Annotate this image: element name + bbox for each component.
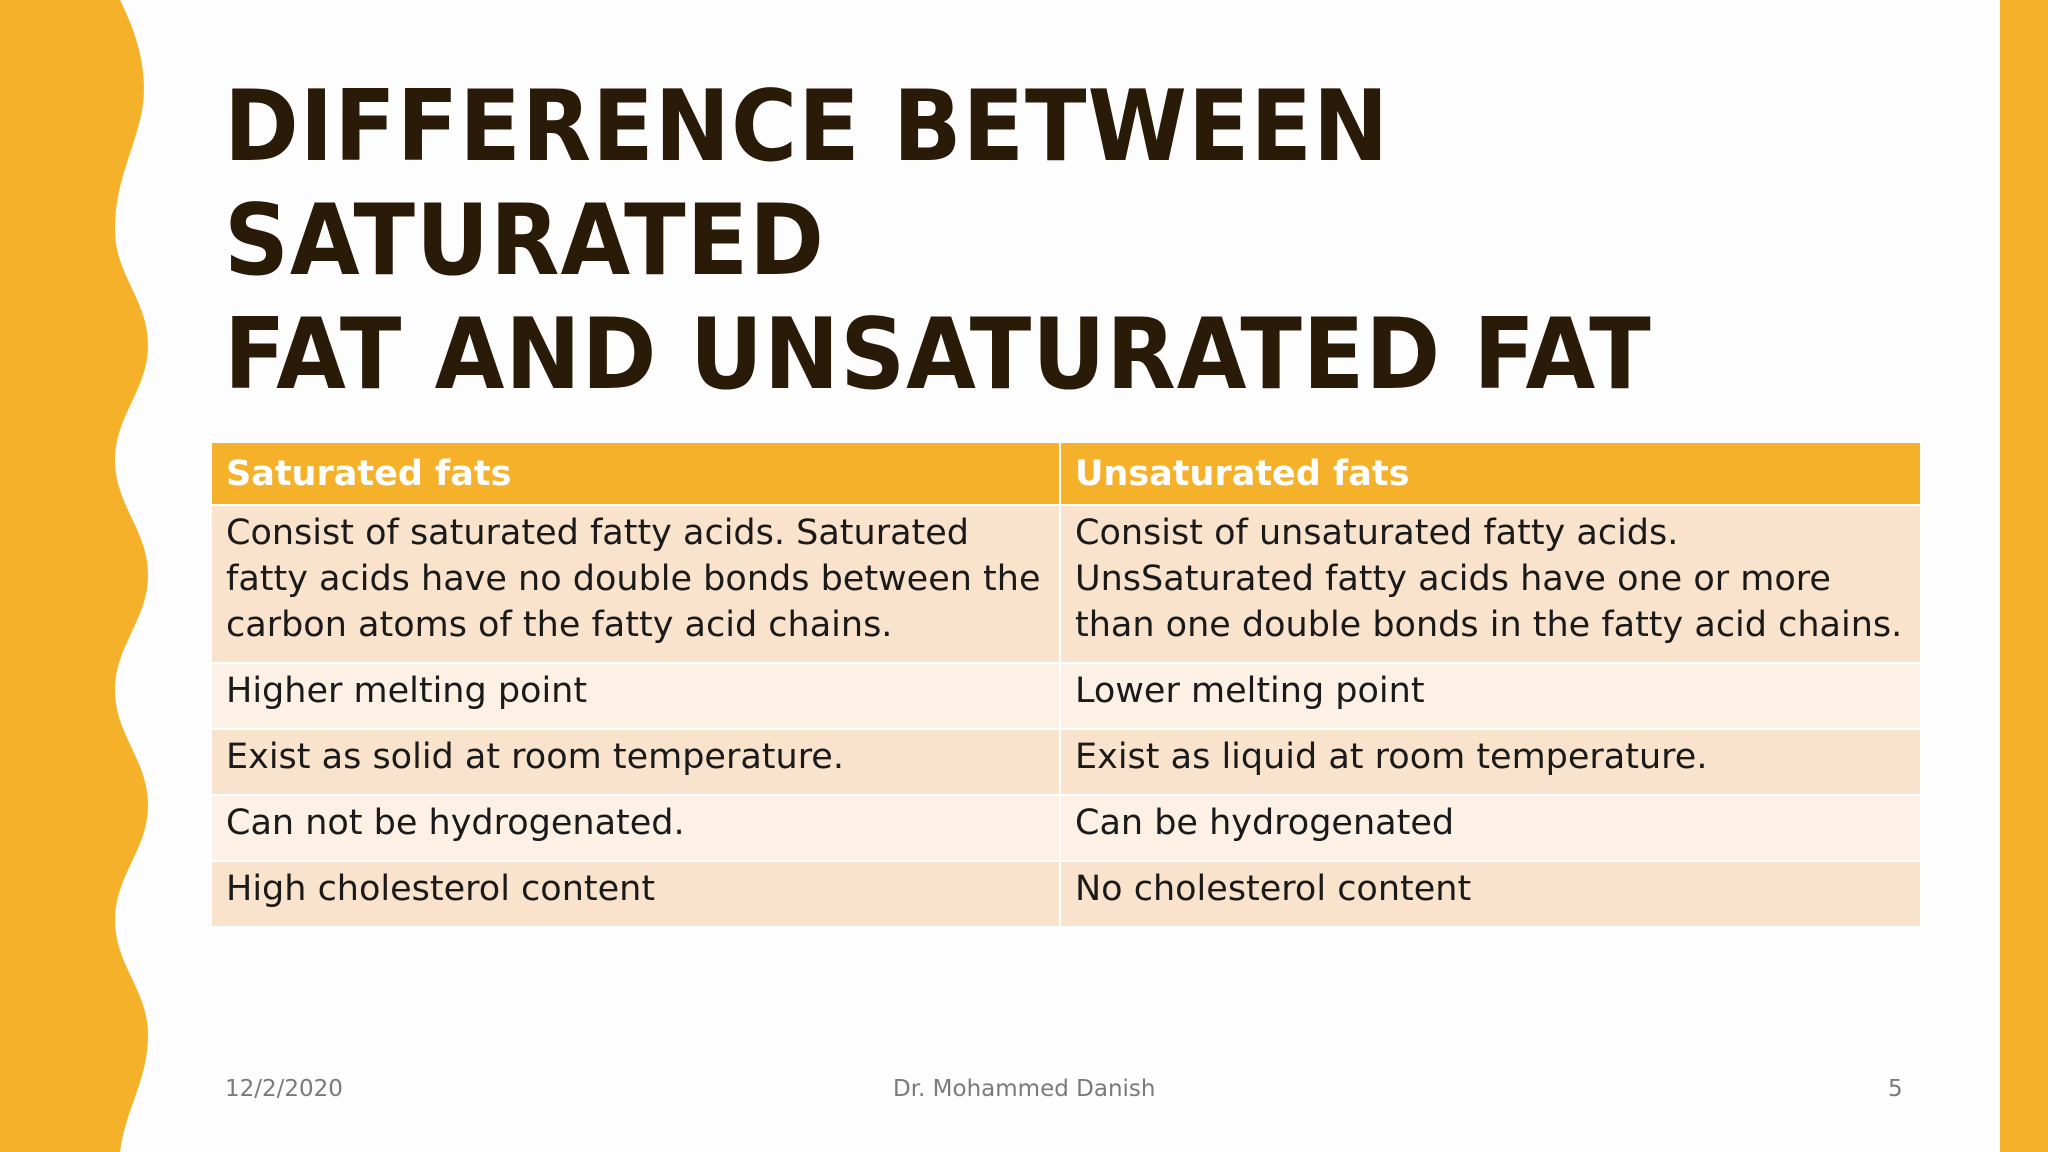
table-cell: Can be hydrogenated bbox=[1059, 794, 1922, 862]
table-row: Consist of saturated fatty acids. Satura… bbox=[210, 504, 1922, 664]
page-number: 5 bbox=[1888, 1076, 1903, 1102]
table-cell: Lower melting point bbox=[1059, 662, 1922, 730]
table-cell: No cholesterol content bbox=[1059, 860, 1922, 928]
title-line-1: Difference between saturated bbox=[224, 70, 1390, 298]
footer-author: Dr. Mohammed Danish bbox=[893, 1076, 1156, 1102]
table-cell: Consist of unsaturated fatty acids. UnsS… bbox=[1059, 504, 1922, 664]
table-row: Exist as solid at room temperature. Exis… bbox=[210, 728, 1922, 796]
table-row: Can not be hydrogenated. Can be hydrogen… bbox=[210, 794, 1922, 862]
table-cell: Exist as liquid at room temperature. bbox=[1059, 728, 1922, 796]
title-line-2: fat and unsaturated fat bbox=[224, 298, 1652, 412]
table-row: High cholesterol content No cholesterol … bbox=[210, 860, 1922, 928]
table-row: Higher melting point Lower melting point bbox=[210, 662, 1922, 730]
table-header-row: Saturated fats Unsaturated fats bbox=[210, 441, 1922, 506]
table-cell: Can not be hydrogenated. bbox=[210, 794, 1061, 862]
header-unsaturated: Unsaturated fats bbox=[1059, 441, 1922, 506]
header-saturated: Saturated fats bbox=[210, 441, 1061, 506]
table-cell: Exist as solid at room temperature. bbox=[210, 728, 1061, 796]
right-accent-bar bbox=[2000, 0, 2048, 1152]
slide-title: Difference between saturated fat and uns… bbox=[224, 70, 1788, 412]
table-cell: Consist of saturated fatty acids. Satura… bbox=[210, 504, 1061, 664]
left-wave-decoration bbox=[0, 0, 148, 1152]
comparison-table: Saturated fats Unsaturated fats Consist … bbox=[210, 441, 1922, 928]
table-cell: Higher melting point bbox=[210, 662, 1061, 730]
footer-date: 12/2/2020 bbox=[225, 1076, 343, 1102]
table-cell: High cholesterol content bbox=[210, 860, 1061, 928]
